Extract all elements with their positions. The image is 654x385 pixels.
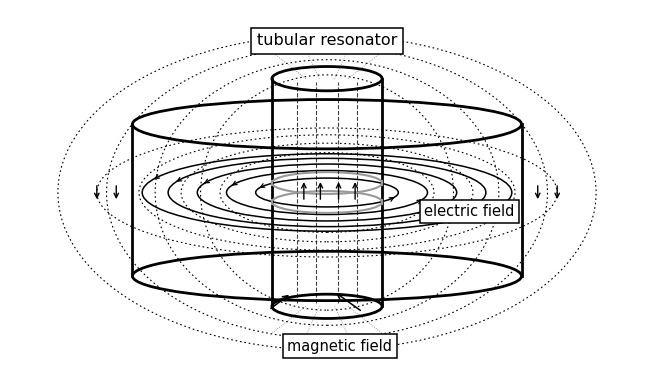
Text: magnetic field: magnetic field bbox=[288, 339, 392, 354]
Text: tubular resonator: tubular resonator bbox=[257, 33, 397, 48]
Text: electric field: electric field bbox=[424, 204, 515, 219]
